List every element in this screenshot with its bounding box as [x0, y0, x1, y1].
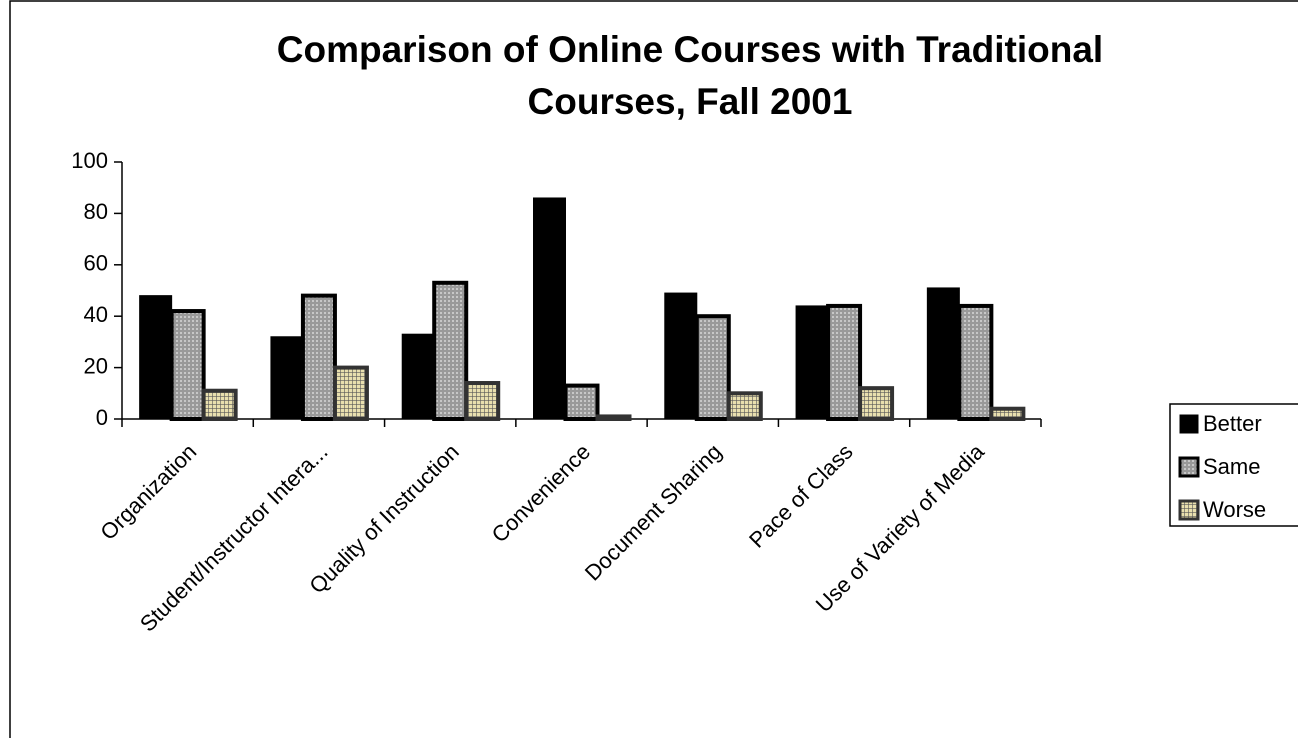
bar: [401, 333, 435, 420]
y-tick-label: 20: [84, 353, 108, 378]
x-tick-label: Convenience: [487, 439, 595, 547]
y-tick-label: 80: [84, 199, 108, 224]
legend-label: Better: [1203, 411, 1262, 436]
bar: [926, 287, 960, 420]
bar: [332, 365, 369, 422]
x-tick-label: Organization: [95, 439, 201, 545]
bar: [169, 309, 206, 421]
x-tick-label: Document Sharing: [580, 439, 727, 586]
y-tick-label: 0: [96, 405, 108, 430]
legend-swatch: [1178, 499, 1200, 521]
chart-frame: [9, 0, 1298, 738]
bar: [664, 292, 698, 420]
bar: [464, 381, 501, 421]
legend-swatch: [1179, 414, 1199, 434]
bar: [300, 293, 337, 422]
bar: [595, 414, 632, 421]
bar: [726, 391, 763, 421]
y-tick-label: 60: [84, 251, 108, 276]
bar: [858, 386, 895, 422]
legend-label: Worse: [1203, 497, 1266, 522]
y-tick-label: 100: [71, 148, 108, 173]
x-tick-label: Quality of Instruction: [304, 439, 463, 598]
y-tick-label: 40: [84, 302, 108, 327]
legend-swatch: [1178, 456, 1200, 478]
bar: [563, 383, 600, 421]
bar: [270, 336, 304, 420]
bar: [694, 314, 731, 422]
x-tick-label: Pace of Class: [744, 439, 858, 553]
bar: [432, 280, 469, 422]
chart-title: Comparison of Online Courses with Tradit…: [276, 29, 1104, 122]
legend-label: Same: [1203, 454, 1260, 479]
bar: [826, 303, 863, 422]
bar: [139, 295, 173, 420]
bar: [989, 406, 1026, 422]
bar: [533, 197, 566, 420]
bar: [795, 305, 829, 420]
bar: [957, 303, 994, 422]
bar: [201, 388, 238, 422]
